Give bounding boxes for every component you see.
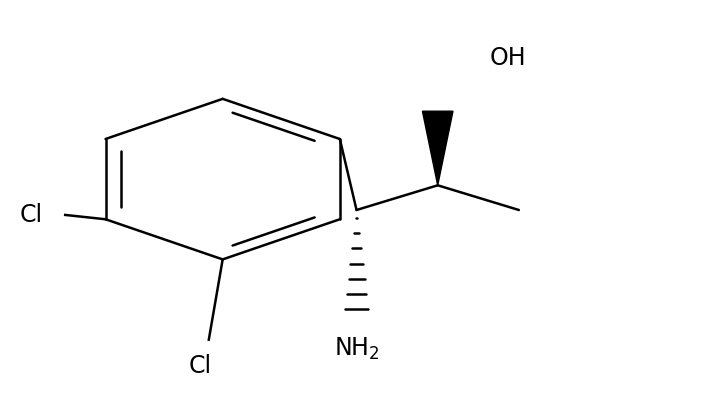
Text: NH$_2$: NH$_2$: [333, 336, 379, 362]
Text: Cl: Cl: [19, 203, 42, 227]
Text: OH: OH: [490, 46, 526, 70]
Text: Cl: Cl: [189, 354, 212, 378]
Polygon shape: [423, 111, 453, 185]
